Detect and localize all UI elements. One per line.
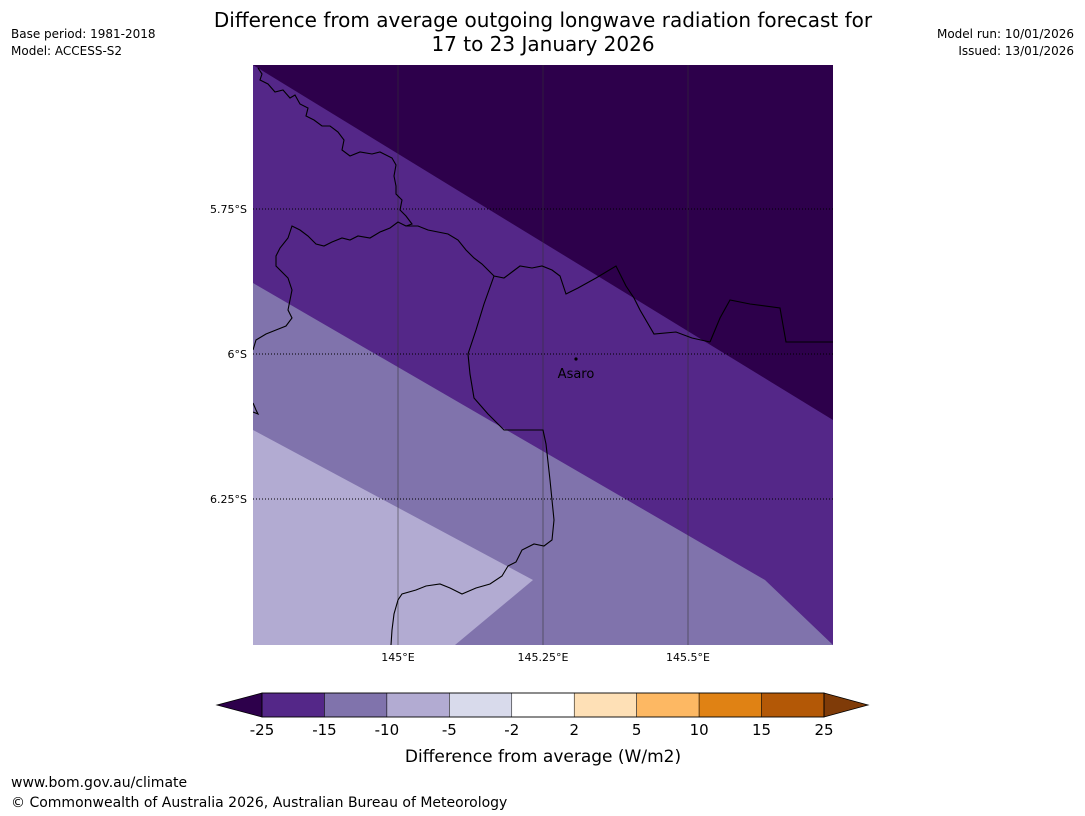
colorbar-extend-high — [823, 692, 870, 718]
title-line-2: 17 to 23 January 2026 — [431, 32, 655, 56]
issued-text: Issued: 13/01/2026 — [958, 44, 1074, 58]
colorbar-segments — [261, 692, 825, 718]
colorbar-tick-label: -2 — [504, 721, 519, 739]
colorbar-segment — [449, 692, 513, 718]
lat-label-6s: 6°S — [228, 348, 247, 361]
colorbar-tick-label: -5 — [442, 721, 457, 739]
colorbar-segment — [636, 692, 700, 718]
colorbar-segment — [573, 692, 637, 718]
latitude-labels: 5.75°S 6°S 6.25°S — [210, 203, 247, 506]
colorbar-label: Difference from average (W/m2) — [405, 747, 681, 767]
colorbar-segment — [761, 692, 825, 718]
colorbar-ticks: -25 -15 -10 -5 -2 2 5 10 15 25 — [250, 721, 834, 739]
colorbar-tick-label: 10 — [690, 721, 709, 739]
meridian-lines — [397, 65, 689, 645]
colorbar-tick-label: 5 — [632, 721, 642, 739]
lat-label-6-25s: 6.25°S — [210, 493, 247, 506]
colorbar-segment — [261, 692, 325, 718]
footer-url: www.bom.gov.au/climate — [11, 775, 188, 791]
lat-label-5-75s: 5.75°S — [210, 203, 247, 216]
colorbar-segment — [698, 692, 762, 718]
colorbar-tick-label: 2 — [569, 721, 579, 739]
colorbar-segment — [386, 692, 450, 718]
colorbar-tick-label: -15 — [312, 721, 337, 739]
map-panel: Asaro — [253, 65, 833, 645]
colorbar-tick-label: -25 — [250, 721, 275, 739]
colorbar-tick-label: 15 — [752, 721, 771, 739]
asaro-label: Asaro — [558, 367, 595, 382]
lon-label-145-5e: 145.5°E — [666, 651, 710, 664]
title-line-1: Difference from average outgoing longwav… — [213, 8, 873, 32]
lon-label-145-25e: 145.25°E — [518, 651, 569, 664]
colorbar: -25 -15 -10 -5 -2 2 5 10 15 25 Difference from av… — [215, 692, 870, 767]
coastline — [253, 67, 833, 645]
meta-right: Model run: 10/01/2026 Issued: 13/01/2026 — [937, 26, 1074, 60]
colorbar-segment — [324, 692, 388, 718]
asaro-marker — [574, 357, 578, 361]
footer-copyright: © Commonwealth of Australia 2026, Austra… — [11, 795, 508, 811]
lon-label-145e: 145°E — [381, 651, 414, 664]
parallel-lines — [253, 208, 833, 500]
anomaly-band-light — [253, 430, 533, 645]
colorbar-segment — [511, 692, 575, 718]
chart-title: Difference from average outgoing longwav… — [143, 8, 943, 56]
longitude-labels: 145°E 145.25°E 145.5°E — [381, 651, 710, 664]
model-text: Model: ACCESS-S2 — [11, 44, 123, 58]
base-period-text: Base period: 1981-2018 — [11, 27, 156, 41]
colorbar-tick-label: 25 — [814, 721, 833, 739]
meta-left: Base period: 1981-2018 Model: ACCESS-S2 — [11, 26, 156, 60]
model-run-text: Model run: 10/01/2026 — [936, 27, 1074, 41]
colorbar-tick-label: -10 — [375, 721, 400, 739]
colorbar-extend-low — [215, 692, 263, 718]
